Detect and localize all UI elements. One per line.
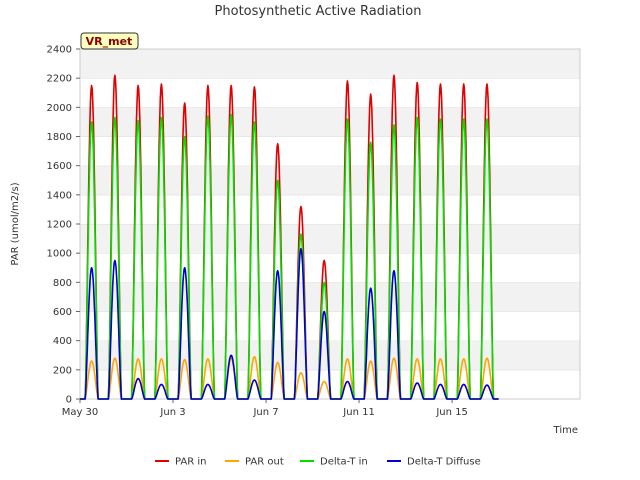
legend-label: PAR in: [175, 457, 206, 468]
chart-title: Photosynthetic Active Radiation: [215, 4, 422, 19]
y-tick-label: 2200: [47, 74, 72, 85]
y-axis-label: PAR (umol/m2/s): [10, 182, 21, 265]
grid-band: [80, 165, 580, 195]
legend-label: Delta-T in: [320, 457, 368, 468]
grid-band: [80, 107, 580, 137]
legend: PAR in PAR out Delta-T in Delta-T Diffuse: [155, 457, 481, 468]
y-tick-label: 600: [53, 307, 72, 318]
grid-band: [80, 282, 580, 312]
grid-band: [80, 311, 580, 341]
y-tick-label: 1000: [47, 249, 72, 260]
x-axis-ticks: May 30 Jun 3 Jun 7 Jun 11 Jun 15: [62, 399, 468, 418]
x-tick-label: Jun 7: [252, 407, 278, 418]
x-tick-label: Jun 15: [435, 407, 468, 418]
y-tick-label: 2400: [47, 45, 72, 56]
data-series: [80, 74, 499, 400]
y-tick-label: 1800: [47, 132, 72, 143]
x-tick-label: Jun 11: [342, 407, 375, 418]
y-tick-label: 400: [53, 336, 72, 347]
grid-band: [80, 78, 580, 108]
grid-band: [80, 194, 580, 224]
x-tick-label: Jun 3: [159, 407, 185, 418]
grid-band: [80, 253, 580, 283]
y-tick-label: 1600: [47, 161, 72, 172]
x-tick-label: May 30: [62, 407, 99, 418]
legend-label: Delta-T Diffuse: [407, 457, 481, 468]
series-line-delta-t-diffuse: [80, 248, 499, 400]
grid-band: [80, 49, 580, 79]
legend-label: PAR out: [245, 457, 284, 468]
y-tick-label: 1400: [47, 190, 72, 201]
y-tick-label: 2000: [47, 103, 72, 114]
grid-band: [80, 136, 580, 166]
y-tick-label: 1200: [47, 220, 72, 231]
y-tick-label: 800: [53, 278, 72, 289]
vr-met-badge: VR_met: [80, 32, 139, 50]
y-tick-label: 200: [53, 365, 72, 376]
badge-label: VR_met: [86, 35, 133, 48]
x-axis-label: Time: [553, 425, 578, 436]
grid-bands: [80, 48, 580, 399]
y-tick-label: 0: [66, 395, 72, 406]
grid-band: [80, 224, 580, 254]
y-axis-ticks: 0 200 400 600 800 1000 1200 1400 1600 1800 2000 220…: [47, 45, 80, 406]
